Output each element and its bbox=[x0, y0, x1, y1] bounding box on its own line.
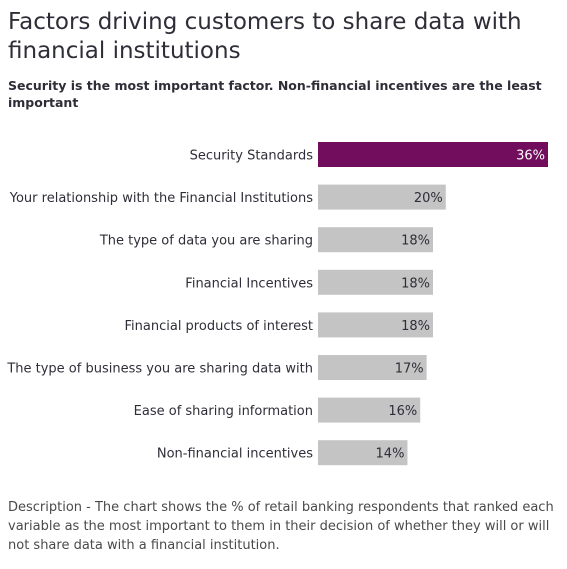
value-label: 17% bbox=[395, 362, 424, 377]
value-label: 36% bbox=[516, 149, 545, 164]
bar bbox=[318, 312, 433, 338]
bar bbox=[318, 397, 421, 423]
value-label: 18% bbox=[401, 276, 430, 291]
bar bbox=[318, 184, 446, 210]
bar bbox=[318, 269, 433, 295]
category-label: Non-financial incentives bbox=[157, 447, 313, 462]
category-label: Financial Incentives bbox=[185, 276, 313, 291]
bar bbox=[318, 142, 548, 167]
chart-subtitle: Security is the most important factor. N… bbox=[8, 78, 542, 110]
bar bbox=[318, 440, 408, 466]
bar bbox=[318, 227, 433, 253]
value-label: 16% bbox=[388, 404, 417, 419]
chart-title: Factors driving customers to share data … bbox=[8, 9, 522, 64]
value-label: 14% bbox=[376, 447, 405, 462]
category-label: The type of business you are sharing dat… bbox=[6, 362, 313, 377]
category-label: Security Standards bbox=[190, 149, 314, 164]
value-label: 18% bbox=[401, 234, 430, 249]
category-label: Ease of sharing information bbox=[134, 404, 313, 419]
category-label: Financial products of interest bbox=[125, 319, 314, 334]
bar bbox=[318, 355, 427, 380]
value-label: 18% bbox=[401, 319, 430, 334]
category-label: The type of data you are sharing bbox=[99, 234, 313, 249]
category-label: Your relationship with the Financial Ins… bbox=[9, 191, 313, 206]
chart-description: Description - The chart shows the % of r… bbox=[8, 500, 554, 553]
bar-chart: Security Standards 36% Your relationship w… bbox=[6, 142, 548, 466]
value-label: 20% bbox=[414, 191, 443, 206]
